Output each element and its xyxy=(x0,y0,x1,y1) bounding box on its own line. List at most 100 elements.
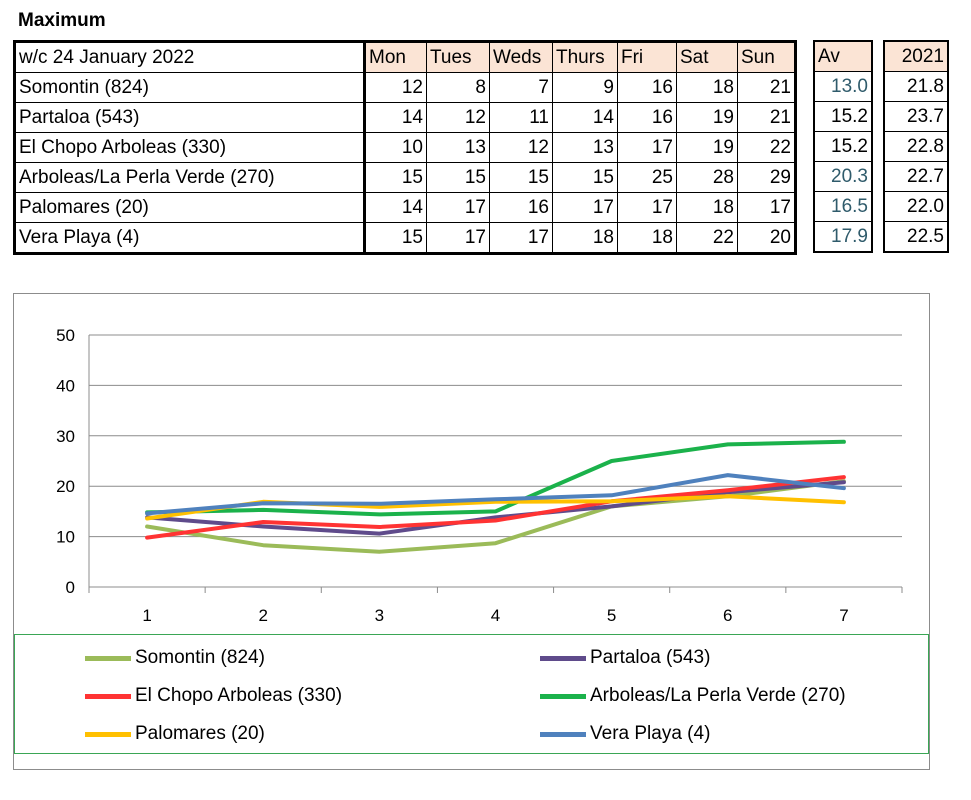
value-cell-mon: 14 xyxy=(364,102,427,133)
header-av: Av xyxy=(813,40,873,72)
value-cell-weds: 16 xyxy=(489,192,553,223)
value-cell-sat: 19 xyxy=(676,102,738,133)
average-cell: 16.5 xyxy=(813,191,873,222)
legend-swatch xyxy=(85,655,131,661)
value-cell-sat: 28 xyxy=(676,162,738,193)
value-cell-tues: 15 xyxy=(426,162,490,193)
legend-swatch xyxy=(85,693,131,699)
header-sun: Sun xyxy=(737,41,796,73)
value-cell-mon: 14 xyxy=(364,192,427,223)
x-tick-label: 4 xyxy=(491,606,500,625)
year-2021-cell: 22.7 xyxy=(883,161,949,192)
average-cell: 15.2 xyxy=(813,131,873,162)
table-row: Vera Playa (4) 15 17 17 18 18 22 20 xyxy=(14,222,796,254)
legend-swatch xyxy=(85,731,131,737)
table-row: Partaloa (543) 14 12 11 14 16 19 21 xyxy=(14,102,796,133)
value-cell-sun: 22 xyxy=(737,132,796,163)
y-tick-label: 10 xyxy=(56,528,75,547)
y-tick-label: 20 xyxy=(56,477,75,496)
value-cell-tues: 17 xyxy=(426,192,490,223)
y-tick-label: 40 xyxy=(56,376,75,395)
value-cell-fri: 16 xyxy=(617,102,677,133)
value-cell-fri: 17 xyxy=(617,132,677,163)
legend-label: Partaloa (543) xyxy=(590,647,711,668)
table-row: Palomares (20) 14 17 16 17 17 18 17 xyxy=(14,192,796,223)
series-line-5 xyxy=(145,473,846,516)
year-2021-cell: 22.8 xyxy=(883,131,949,162)
y-tick-label: 50 xyxy=(56,326,75,345)
location-cell: El Chopo Arboleas (330) xyxy=(14,132,366,163)
value-cell-sun: 21 xyxy=(737,72,796,103)
average-table: Av 13.0 15.2 15.2 20.3 16.5 17.9 xyxy=(813,40,873,253)
value-cell-fri: 25 xyxy=(617,162,677,193)
legend-item: El Chopo Arboleas (330) xyxy=(85,685,342,707)
average-cell: 20.3 xyxy=(813,161,873,192)
year-2021-table: 2021 21.8 23.7 22.8 22.7 22.0 22.5 xyxy=(883,40,949,253)
legend-swatch xyxy=(540,693,586,699)
legend-item: Vera Playa (4) xyxy=(540,723,710,745)
value-cell-mon: 12 xyxy=(364,72,427,103)
year-2021-cell: 22.0 xyxy=(883,191,949,222)
value-cell-sun: 29 xyxy=(737,162,796,193)
value-cell-fri: 16 xyxy=(617,72,677,103)
legend-label: Vera Playa (4) xyxy=(590,723,711,744)
value-cell-mon: 10 xyxy=(364,132,427,163)
header-thurs: Thurs xyxy=(552,41,618,73)
location-cell: Arboleas/La Perla Verde (270) xyxy=(14,162,366,193)
header-2021: 2021 xyxy=(883,40,949,72)
header-sat: Sat xyxy=(676,41,738,73)
legend-item: Partaloa (543) xyxy=(540,647,710,669)
table-row: Arboleas/La Perla Verde (270) 15 15 15 15 25 2… xyxy=(14,162,796,193)
value-cell-sat: 18 xyxy=(676,192,738,223)
value-cell-weds: 12 xyxy=(489,132,553,163)
average-cell: 15.2 xyxy=(813,101,873,132)
legend-item: Arboleas/La Perla Verde (270) xyxy=(540,685,846,707)
x-tick-label: 2 xyxy=(258,606,267,625)
value-cell-thurs: 13 xyxy=(552,132,618,163)
sheet-title: Maximum xyxy=(18,10,106,31)
legend-label: Palomares (20) xyxy=(135,723,265,744)
value-cell-thurs: 18 xyxy=(552,222,618,254)
value-cell-fri: 17 xyxy=(617,192,677,223)
value-cell-thurs: 9 xyxy=(552,72,618,103)
value-cell-tues: 17 xyxy=(426,222,490,254)
line-chart: 0 10 20 30 40 50 1 2 3 4 5 6 7 xyxy=(56,326,903,625)
table-row: Somontin (824) 12 8 7 9 16 18 21 xyxy=(14,72,796,103)
x-tick-label: 5 xyxy=(607,606,616,625)
series-line-2 xyxy=(145,475,846,540)
header-fri: Fri xyxy=(617,41,677,73)
legend-label: Somontin (824) xyxy=(135,647,265,668)
value-cell-weds: 17 xyxy=(489,222,553,254)
value-cell-thurs: 15 xyxy=(552,162,618,193)
value-cell-sat: 19 xyxy=(676,132,738,163)
value-cell-weds: 15 xyxy=(489,162,553,193)
value-cell-mon: 15 xyxy=(364,162,427,193)
table-row: El Chopo Arboleas (330) 10 13 12 13 17 19 22 xyxy=(14,132,796,163)
location-cell: Somontin (824) xyxy=(14,72,366,103)
x-tick-label: 6 xyxy=(723,606,732,625)
legend-item: Palomares (20) xyxy=(85,723,265,745)
value-cell-tues: 12 xyxy=(426,102,490,133)
x-tick-label: 7 xyxy=(839,606,848,625)
location-cell: Vera Playa (4) xyxy=(14,222,366,254)
year-2021-cell: 22.5 xyxy=(883,221,949,253)
value-cell-sun: 21 xyxy=(737,102,796,133)
value-cell-tues: 8 xyxy=(426,72,490,103)
legend-label: El Chopo Arboleas (330) xyxy=(135,685,343,706)
value-cell-weds: 11 xyxy=(489,102,553,133)
x-tick-label: 1 xyxy=(142,606,151,625)
y-tick-label: 30 xyxy=(56,427,75,446)
legend-swatch xyxy=(540,731,586,737)
header-tues: Tues xyxy=(426,41,490,73)
location-cell: Partaloa (543) xyxy=(14,102,366,133)
year-2021-cell: 21.8 xyxy=(883,71,949,102)
header-mon: Mon xyxy=(364,41,427,73)
value-cell-weds: 7 xyxy=(489,72,553,103)
value-cell-sun: 17 xyxy=(737,192,796,223)
value-cell-sun: 20 xyxy=(737,222,796,254)
value-cell-sat: 18 xyxy=(676,72,738,103)
x-tick-label: 3 xyxy=(375,606,384,625)
location-cell: Palomares (20) xyxy=(14,192,366,223)
average-cell: 13.0 xyxy=(813,71,873,102)
y-tick-label: 0 xyxy=(66,578,75,597)
